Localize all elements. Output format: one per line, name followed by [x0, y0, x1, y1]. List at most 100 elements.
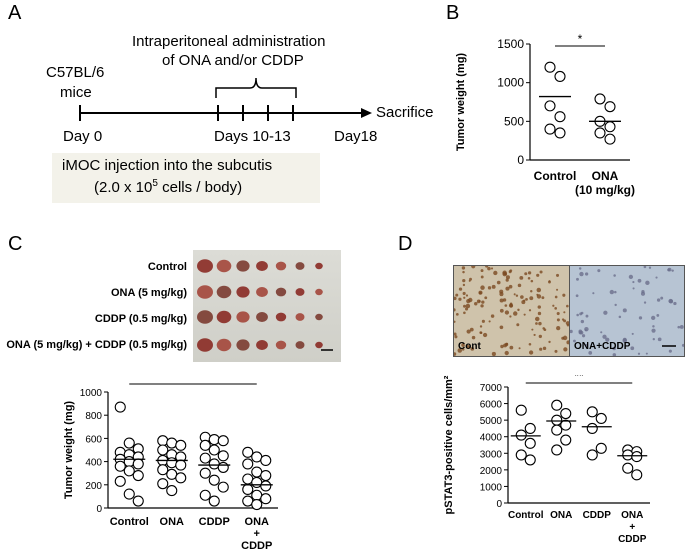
data-point [544, 100, 556, 112]
strain-line1: C57BL/6 [46, 64, 105, 81]
stained-cell [575, 294, 579, 298]
data-point [604, 121, 616, 133]
stained-cell [465, 307, 469, 311]
y-tick-label: 500 [504, 114, 524, 128]
stained-cell [457, 348, 463, 353]
stained-cell [482, 332, 488, 338]
stained-cell [505, 278, 509, 282]
y-tick-label: 0 [517, 153, 524, 167]
stained-cell [632, 280, 635, 284]
panel-c-letter: C [8, 233, 23, 255]
micrograph-ona-cddp: ONA+CDDP [569, 265, 685, 357]
y-tick-label: 0 [96, 504, 102, 515]
stained-cell [466, 329, 471, 334]
tumor-specimen [236, 286, 250, 298]
category-label: + [254, 528, 260, 540]
stained-cell [469, 327, 474, 332]
tumor-specimen [315, 262, 323, 270]
stained-cell [651, 328, 656, 333]
stained-cell [454, 296, 457, 301]
stained-cell [614, 290, 617, 294]
stained-cell [462, 291, 466, 296]
stained-cell [465, 345, 470, 349]
tumor-specimen [216, 259, 232, 273]
stained-cell [584, 272, 589, 276]
stained-cell [628, 274, 634, 280]
stained-cell [490, 267, 494, 270]
stained-cell [481, 300, 485, 304]
stained-cell [479, 331, 483, 334]
y-axis-label: Tumor weight (mg) [63, 401, 75, 500]
y-tick-label: 0 [496, 499, 502, 510]
y-axis-label: Tumor weight (mg) [455, 53, 467, 152]
data-point [242, 483, 254, 495]
timeline-arrowhead [361, 108, 372, 118]
stained-cell [485, 266, 489, 268]
category-label: ONA [621, 510, 643, 521]
tumor-specimen [216, 310, 232, 324]
tumor-specimen [216, 285, 232, 299]
stained-cell [556, 311, 560, 316]
stained-cell [519, 275, 524, 280]
data-point [217, 435, 229, 447]
stained-cell [465, 294, 469, 297]
stained-cell [469, 277, 472, 281]
stained-cell [552, 304, 555, 307]
stained-cell [562, 335, 568, 341]
stained-cell [612, 346, 616, 351]
stained-cell [542, 346, 547, 351]
data-point [551, 399, 563, 411]
data-point [515, 429, 527, 441]
stained-cell [509, 315, 512, 318]
stained-cell [490, 314, 495, 318]
stained-cell [556, 326, 561, 331]
stained-cell [632, 287, 635, 290]
stained-cell [618, 315, 622, 319]
stained-cell [660, 296, 664, 300]
stained-cell [530, 290, 533, 293]
stained-cell [612, 353, 617, 356]
stained-cell [548, 280, 551, 284]
stained-cell [499, 325, 504, 330]
stained-cell [499, 292, 504, 297]
stained-cell [528, 350, 534, 355]
data-point [560, 434, 572, 446]
stained-cell [536, 273, 540, 277]
data-point [622, 449, 634, 461]
data-point [544, 123, 556, 135]
tumor-specimen [295, 341, 305, 349]
category-label: ONA [160, 516, 185, 528]
stained-cell [534, 316, 540, 322]
photo-label-combo: ONA (5 mg/kg) + CDDP (0.5 mg/kg) [6, 339, 187, 351]
stained-cell [584, 343, 588, 347]
significance-label: ** [574, 375, 584, 383]
stained-cell [563, 347, 568, 352]
stained-cell [588, 350, 593, 355]
stained-cell [508, 270, 512, 274]
stained-cell [488, 320, 491, 323]
stained-cell [605, 337, 610, 342]
category-label: Control [110, 516, 149, 528]
stained-cell [502, 270, 507, 276]
stained-cell [673, 301, 677, 306]
stained-cell [496, 280, 501, 285]
stained-cell [668, 349, 672, 353]
stained-cell [462, 270, 465, 274]
stained-cell [523, 299, 526, 302]
data-point [631, 469, 643, 481]
stained-cell [491, 284, 496, 289]
tumor-specimen [216, 338, 232, 352]
tumor-specimen [275, 261, 287, 271]
stained-cell [470, 347, 475, 351]
stained-cell [578, 267, 582, 270]
y-tick-label: 4000 [480, 433, 503, 444]
y-tick-label: 7000 [480, 383, 503, 394]
stained-cell [592, 292, 595, 295]
tumor-photo-drawing [197, 259, 333, 352]
chart-b: 0 500 1000 1500 Tumor weight (mg) Control ONA(… [455, 32, 635, 197]
panel-d-letter: D [398, 233, 413, 255]
data-point [208, 434, 220, 446]
stained-cell [474, 302, 478, 306]
data-point [208, 474, 220, 486]
admin-text-line2: of ONA and/or CDDP [162, 52, 304, 69]
